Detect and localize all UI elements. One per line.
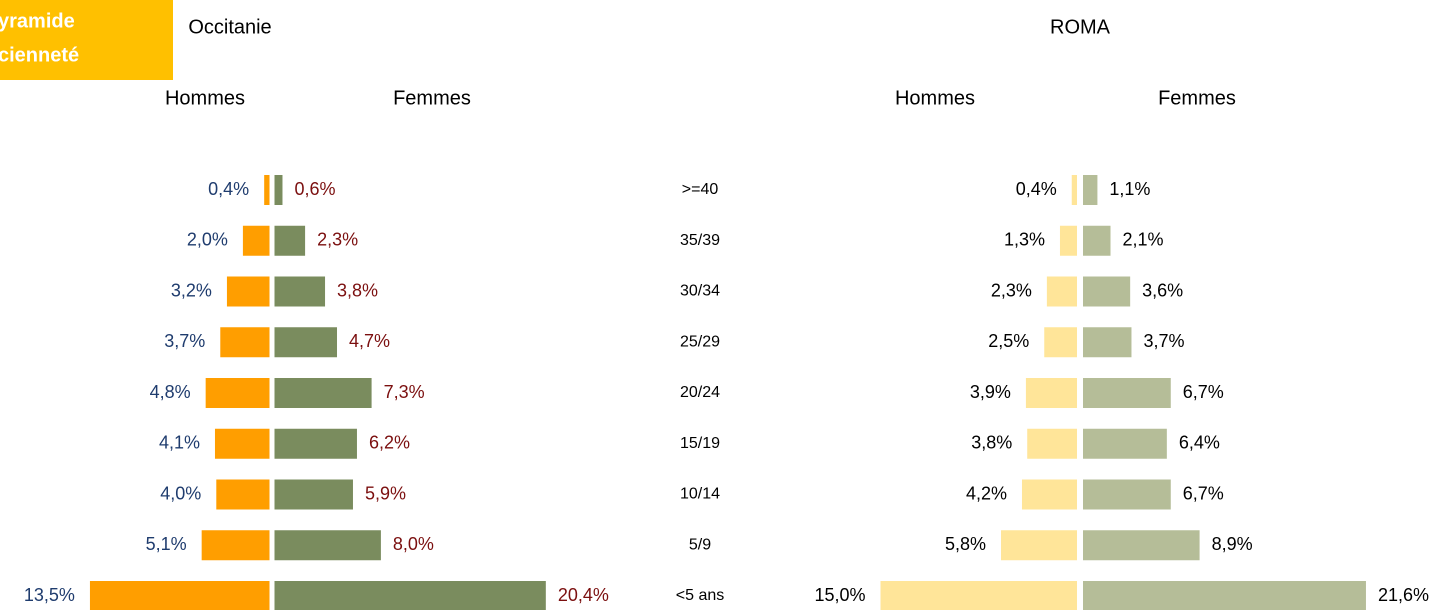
value-label: 8,0% [393, 534, 434, 554]
bar [1021, 479, 1077, 510]
bar [274, 428, 357, 459]
category-label: 20/24 [680, 384, 720, 401]
bar [274, 225, 306, 256]
series-heading: Femmes [1158, 87, 1236, 109]
panel-title: Occitanie [188, 16, 271, 38]
bar [274, 175, 283, 205]
value-label: 6,7% [1183, 483, 1224, 503]
bar [274, 378, 372, 408]
header-line: yramide [0, 10, 75, 32]
bar [214, 428, 270, 459]
bar [1027, 428, 1077, 459]
bar [1083, 530, 1200, 561]
value-label: 1,1% [1109, 179, 1150, 199]
bar [201, 530, 270, 561]
value-label: 6,4% [1179, 433, 1220, 453]
value-label: 1,3% [1004, 230, 1045, 250]
value-label: 21,6% [1378, 585, 1429, 605]
value-label: 0,4% [208, 179, 249, 199]
value-label: 3,9% [970, 382, 1011, 402]
series-heading: Femmes [393, 87, 471, 109]
panel-title: ROMA [1050, 16, 1111, 38]
bar [220, 327, 270, 358]
value-label: 3,7% [1143, 331, 1184, 351]
category-label: 25/29 [680, 333, 720, 350]
bar [1083, 581, 1366, 610]
value-label: 7,3% [384, 382, 425, 402]
bar [1083, 479, 1171, 510]
category-label: 10/14 [680, 486, 720, 503]
bar [226, 276, 270, 307]
value-label: 6,7% [1183, 382, 1224, 402]
value-label: 6,2% [369, 433, 410, 453]
value-label: 15,0% [814, 585, 865, 605]
bar [274, 276, 326, 307]
bar [1083, 428, 1167, 459]
category-label: 15/19 [680, 435, 720, 452]
bar [89, 581, 270, 610]
bar [1059, 225, 1077, 256]
value-label: 4,2% [966, 483, 1007, 503]
value-label: 3,2% [171, 280, 212, 300]
bar [216, 479, 270, 510]
value-label: 5,1% [146, 534, 187, 554]
value-label: 8,9% [1212, 534, 1253, 554]
value-label: 4,7% [349, 331, 390, 351]
series-heading: Hommes [165, 87, 245, 109]
value-label: 5,9% [365, 483, 406, 503]
value-label: 3,8% [971, 433, 1012, 453]
value-label: 0,4% [1016, 179, 1057, 199]
bar [1046, 276, 1077, 307]
value-label: 3,6% [1142, 280, 1183, 300]
bar [1083, 378, 1171, 408]
bar [274, 530, 381, 561]
bar [1044, 327, 1077, 358]
value-label: 2,0% [187, 230, 228, 250]
category-label: 5/9 [689, 536, 711, 553]
value-label: 2,3% [991, 280, 1032, 300]
value-label: 2,5% [988, 331, 1029, 351]
bar [274, 581, 546, 610]
value-label: 13,5% [24, 585, 75, 605]
bar [1071, 175, 1077, 205]
category-label: >=40 [682, 181, 719, 198]
value-label: 2,1% [1123, 230, 1164, 250]
value-label: 3,8% [337, 280, 378, 300]
bar [274, 327, 338, 358]
bar [1025, 378, 1077, 408]
bar [1001, 530, 1077, 561]
bar [1083, 327, 1132, 358]
category-label: <5 ans [676, 587, 724, 604]
bar [264, 175, 270, 205]
value-label: 20,4% [558, 585, 609, 605]
category-label: 30/34 [680, 283, 720, 300]
value-label: 0,6% [294, 179, 335, 199]
value-label: 2,3% [317, 230, 358, 250]
bar [880, 581, 1077, 610]
bar [205, 378, 270, 408]
category-label: 35/39 [680, 232, 720, 249]
value-label: 4,0% [160, 483, 201, 503]
header-box [0, 0, 173, 80]
bar [1083, 276, 1131, 307]
value-label: 5,8% [945, 534, 986, 554]
series-heading: Hommes [895, 87, 975, 109]
bar [1083, 175, 1098, 205]
value-label: 4,1% [159, 433, 200, 453]
header-line: cienneté [0, 44, 79, 66]
bar [1083, 225, 1111, 256]
value-label: 4,8% [150, 382, 191, 402]
bar [242, 225, 270, 256]
bar [274, 479, 353, 510]
value-label: 3,7% [164, 331, 205, 351]
